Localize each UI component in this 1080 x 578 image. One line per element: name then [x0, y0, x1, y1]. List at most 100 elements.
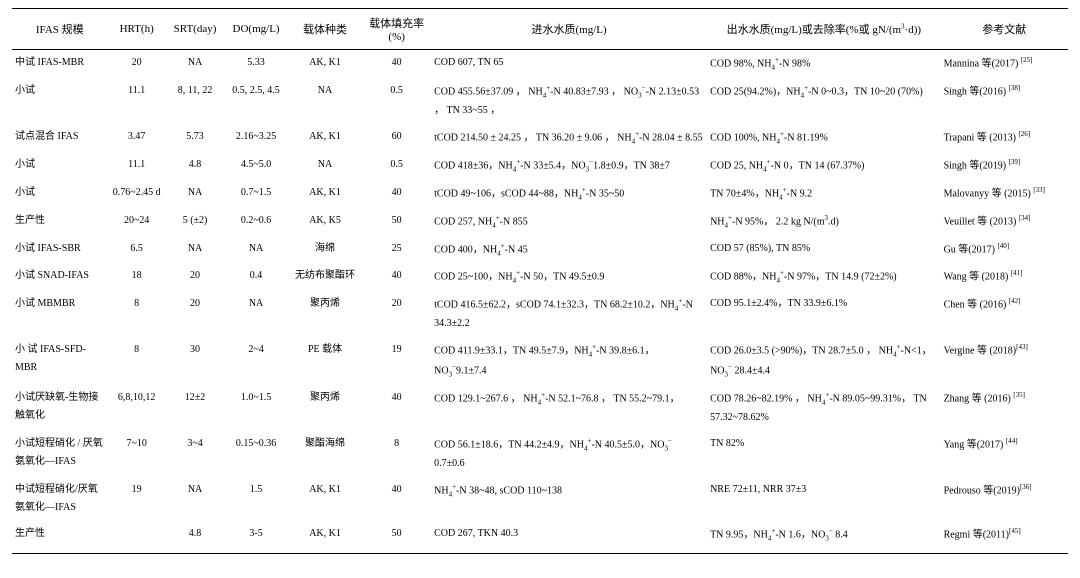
ifas-table: IFAS 规模 HRT(h) SRT(day) DO(mg/L) 载体种类 载体… [12, 8, 1068, 554]
cell: COD 411.9±33.1，TN 49.5±7.9，NH4+-N 39.8±6… [431, 337, 707, 385]
cell: 聚酯海绵 [288, 431, 362, 477]
cell: COD 78.26~82.19% ， NH4+-N 89.05~99.31%， … [707, 385, 940, 431]
cell: NA [166, 50, 224, 78]
cell: 19 [108, 477, 166, 521]
cell: COD 56.1±18.6，TN 44.2±4.9，NH4+-N 40.5±5.… [431, 431, 707, 477]
cell: 0.2~0.6 [224, 208, 288, 236]
col-hrt: HRT(h) [108, 9, 166, 50]
cell: 无纺布聚酯环 [288, 263, 362, 291]
cell: AK, K1 [288, 180, 362, 208]
cell: 11.1 [108, 78, 166, 124]
cell: 0.7~1.5 [224, 180, 288, 208]
cell: Chen 等 (2016) [42] [941, 291, 1068, 337]
cell: 40 [362, 385, 431, 431]
cell: Trapani 等 (2013) [26] [941, 124, 1068, 152]
table-row: 生产性4.83-5AK, K150COD 267, TKN 40.3TN 9.9… [12, 521, 1068, 553]
cell: 1.0~1.5 [224, 385, 288, 431]
cell: 中试 IFAS-MBR [12, 50, 108, 78]
cell: 5.73 [166, 124, 224, 152]
cell: 小试 [12, 152, 108, 180]
cell: TN 82% [707, 431, 940, 477]
cell: NA [224, 291, 288, 337]
cell: 40 [362, 180, 431, 208]
table-row: 小试短程硝化 / 厌氧氨氧化—IFAS7~103~40.15~0.36聚酯海绵8… [12, 431, 1068, 477]
table-row: 小试 MBMBR820NA聚丙烯20tCOD 416.5±62.2，sCOD 7… [12, 291, 1068, 337]
cell: COD 95.1±2.4%，TN 33.9±6.1% [707, 291, 940, 337]
cell: 小试短程硝化 / 厌氧氨氧化—IFAS [12, 431, 108, 477]
cell: 5.33 [224, 50, 288, 78]
cell: 8 [108, 291, 166, 337]
col-fill: 载体填充率(%) [362, 9, 431, 50]
cell: tCOD 214.50 ± 24.25 ， TN 36.20 ± 9.06 ， … [431, 124, 707, 152]
cell: 生产性 [12, 521, 108, 553]
table-row: 小试11.18, 11, 220.5, 2.5, 4.5NA0.5COD 455… [12, 78, 1068, 124]
table-row: 小试 IFAS-SBR6.5NANA海绵25COD 400，NH4+-N 45C… [12, 236, 1068, 264]
cell: 0.5 [362, 78, 431, 124]
cell: 20 [166, 291, 224, 337]
cell: 40 [362, 477, 431, 521]
cell: 小试 MBMBR [12, 291, 108, 337]
cell: 海绵 [288, 236, 362, 264]
cell: 0.4 [224, 263, 288, 291]
table-head: IFAS 规模 HRT(h) SRT(day) DO(mg/L) 载体种类 载体… [12, 9, 1068, 50]
cell: COD 57 (85%), TN 85% [707, 236, 940, 264]
table-row: 小 试 IFAS-SFD-MBR8302~4PE 载体19COD 411.9±3… [12, 337, 1068, 385]
cell: Wang 等 (2018) [41] [941, 263, 1068, 291]
cell: 50 [362, 521, 431, 553]
cell: 小试 [12, 78, 108, 124]
cell: NA [288, 152, 362, 180]
cell: NA [166, 180, 224, 208]
cell: 聚丙烯 [288, 385, 362, 431]
cell: COD 25(94.2%)，NH4+-N 0~0.3，TN 10~20 (70%… [707, 78, 940, 124]
header-row: IFAS 规模 HRT(h) SRT(day) DO(mg/L) 载体种类 载体… [12, 9, 1068, 50]
col-do: DO(mg/L) [224, 9, 288, 50]
cell: Singh 等(2016) [38] [941, 78, 1068, 124]
cell: 3.47 [108, 124, 166, 152]
cell: 8, 11, 22 [166, 78, 224, 124]
cell: Veuillet 等 (2013) [34] [941, 208, 1068, 236]
cell: 生产性 [12, 208, 108, 236]
cell: AK, K1 [288, 477, 362, 521]
cell: Vergine 等 (2018)[43] [941, 337, 1068, 385]
cell: 7~10 [108, 431, 166, 477]
cell: 8 [108, 337, 166, 385]
col-srt: SRT(day) [166, 9, 224, 50]
cell: 50 [362, 208, 431, 236]
cell: 小试 SNAD-IFAS [12, 263, 108, 291]
cell: 6,8,10,12 [108, 385, 166, 431]
cell: 0.5, 2.5, 4.5 [224, 78, 288, 124]
cell: PE 载体 [288, 337, 362, 385]
cell: 20 [362, 291, 431, 337]
cell: Singh 等(2019) [39] [941, 152, 1068, 180]
cell: Yang 等(2017) [44] [941, 431, 1068, 477]
cell: Pedrouso 等(2019)[36] [941, 477, 1068, 521]
cell: 0.76~2.45 d [108, 180, 166, 208]
cell: COD 88%，NH4+-N 97%，TN 14.9 (72±2%) [707, 263, 940, 291]
table-body: 中试 IFAS-MBR20NA5.33AK, K140COD 607, TN 6… [12, 50, 1068, 554]
cell: 小试厌缺氧-生物接触氧化 [12, 385, 108, 431]
table-row: 小试0.76~2.45 dNA0.7~1.5AK, K140tCOD 49~10… [12, 180, 1068, 208]
cell: Gu 等(2017) [40] [941, 236, 1068, 264]
cell: Mannina 等(2017) [25] [941, 50, 1068, 78]
cell: COD 400，NH4+-N 45 [431, 236, 707, 264]
cell: COD 98%, NH4+-N 98% [707, 50, 940, 78]
cell: TN 9.95，NH4+-N 1.6，NO3− 8.4 [707, 521, 940, 553]
cell: COD 418±36，NH4+-N 33±5.4，NO3−1.8±0.9，TN … [431, 152, 707, 180]
cell: NA [288, 78, 362, 124]
col-scale: IFAS 规模 [12, 9, 108, 50]
cell: 18 [108, 263, 166, 291]
cell: Regmi 等(2011)[45] [941, 521, 1068, 553]
cell: 40 [362, 263, 431, 291]
cell: COD 267, TKN 40.3 [431, 521, 707, 553]
cell: 6.5 [108, 236, 166, 264]
table-row: 小试 SNAD-IFAS18200.4无纺布聚酯环40COD 25~100，NH… [12, 263, 1068, 291]
table-row: 中试短程硝化/厌氧氨氧化—IFAS19NA1.5AK, K140NH4+-N 3… [12, 477, 1068, 521]
cell: 20 [166, 263, 224, 291]
cell: TN 70±4%，NH4+-N 9.2 [707, 180, 940, 208]
cell: 4.8 [166, 152, 224, 180]
table-row: 中试 IFAS-MBR20NA5.33AK, K140COD 607, TN 6… [12, 50, 1068, 78]
cell: 0.15~0.36 [224, 431, 288, 477]
cell: COD 100%, NH4+-N 81.19% [707, 124, 940, 152]
cell: NA [166, 477, 224, 521]
cell: AK, K5 [288, 208, 362, 236]
